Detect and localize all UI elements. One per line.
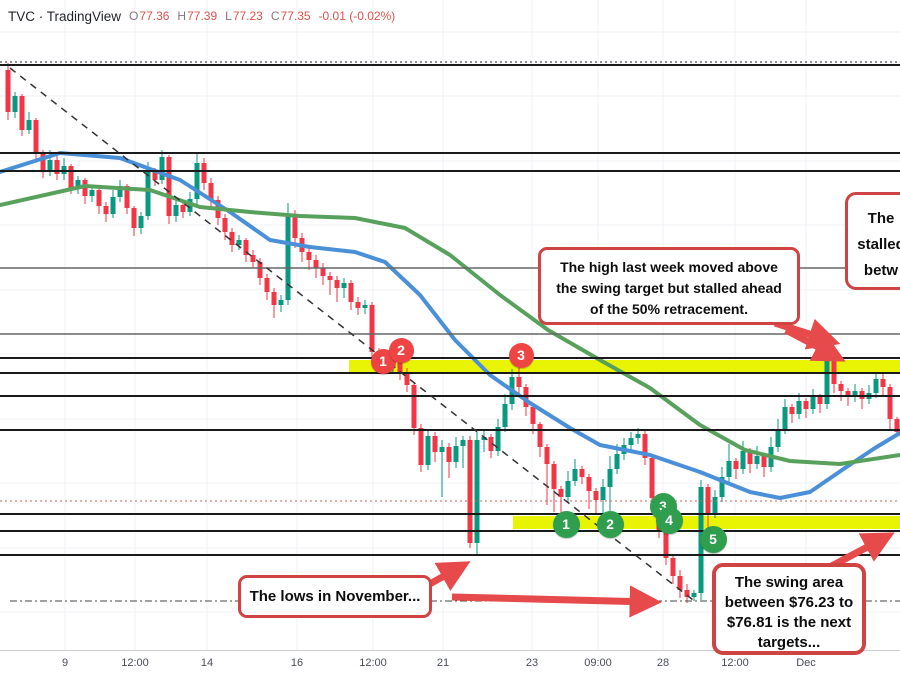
time-axis-label: Dec bbox=[796, 657, 816, 669]
chart-legend: TVC · TradingView O77.36 H77.39 L77.23 C… bbox=[8, 6, 395, 26]
ohlc-open: O77.36 bbox=[129, 9, 170, 23]
annotation-arrow[interactable] bbox=[426, 561, 471, 591]
time-axis-label: 16 bbox=[290, 657, 304, 669]
price-change: -0.01 (-0.02%) bbox=[318, 9, 396, 23]
ohlc-low: L77.23 bbox=[225, 9, 263, 23]
ma-slow-green bbox=[0, 184, 900, 466]
ohlc-close: C77.35 bbox=[270, 9, 311, 23]
red-swing-marker-3[interactable]: 3 bbox=[508, 342, 534, 368]
green-swing-marker-4[interactable]: 4 bbox=[655, 506, 683, 534]
downtrend-trendline[interactable] bbox=[9, 67, 698, 604]
ohlc-high: H77.39 bbox=[177, 9, 218, 23]
swing-zone-highlight[interactable] bbox=[349, 360, 900, 372]
time-axis-label: 09:00 bbox=[584, 657, 612, 669]
time-axis-label: 12:00 bbox=[721, 657, 749, 669]
green-swing-marker-1[interactable]: 1 bbox=[552, 510, 580, 538]
annotation-arrow[interactable] bbox=[451, 585, 662, 618]
time-axis-label: 12:00 bbox=[121, 657, 149, 669]
callout-high-last-week[interactable]: The high last week moved above the swing… bbox=[538, 247, 800, 325]
ma-fast-blue bbox=[0, 151, 900, 500]
annotation-arrow[interactable] bbox=[784, 326, 846, 362]
green-swing-marker-5[interactable]: 5 bbox=[699, 525, 727, 553]
time-axis-label: 23 bbox=[525, 657, 539, 669]
time-axis-label: 28 bbox=[656, 657, 670, 669]
time-axis-label: 21 bbox=[436, 657, 450, 669]
symbol-title[interactable]: TVC · TradingView bbox=[8, 8, 122, 24]
time-axis-label: 9 bbox=[61, 657, 69, 669]
time-axis-label: 12:00 bbox=[359, 657, 387, 669]
green-swing-marker-2[interactable]: 2 bbox=[596, 510, 624, 538]
callout-swing-area[interactable]: The swing area between $76.23 to $76.81 … bbox=[712, 563, 866, 655]
price-chart-canvas[interactable] bbox=[0, 0, 900, 650]
red-swing-marker-2[interactable]: 2 bbox=[388, 337, 414, 363]
callout-november-lows[interactable]: The lows in November... bbox=[238, 575, 432, 618]
callout-clipped-right[interactable]: The stalled betw bbox=[845, 192, 900, 290]
time-axis-label: 14 bbox=[200, 657, 214, 669]
